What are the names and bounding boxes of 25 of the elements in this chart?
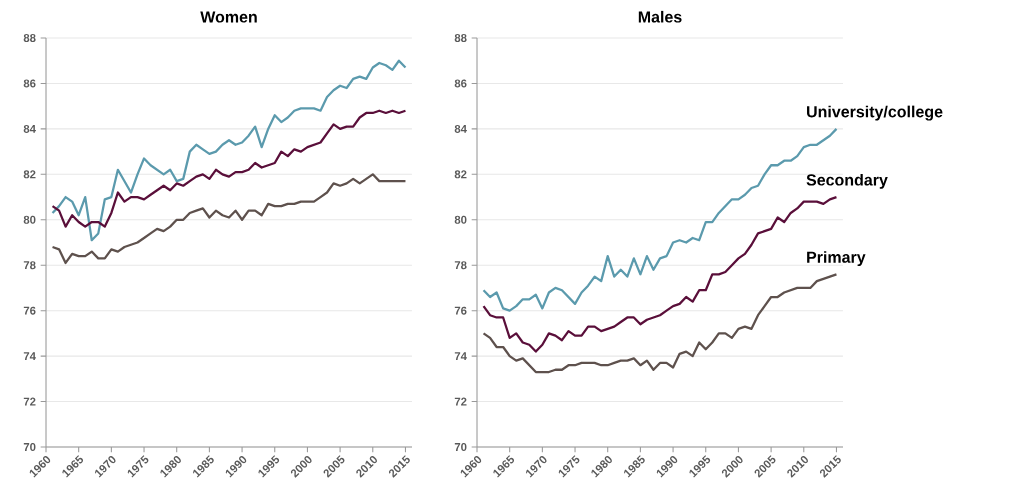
y-tick-label: 86 [23,79,36,88]
y-tick-label: 72 [454,397,467,406]
series-label: University/college [807,105,943,121]
series-label: Primary [807,251,866,267]
chart-title: Women [200,11,257,23]
y-tick-label: 82 [23,170,36,179]
y-tick-label: 84 [454,124,467,133]
y-tick-label: 76 [23,306,36,315]
y-tick-label: 80 [23,215,36,224]
y-tick-label: 70 [454,443,467,452]
y-tick-label: 78 [454,261,467,270]
series-label: Secondary [806,173,888,189]
y-tick-label: 88 [23,34,36,43]
y-tick-label: 74 [23,352,36,361]
y-tick-label: 82 [454,170,467,179]
y-tick-label: 72 [23,397,36,406]
y-tick-label: 76 [454,306,467,315]
chart-title: Males [638,10,682,23]
y-tick-label: 86 [454,79,467,88]
y-tick-label: 88 [454,34,467,43]
y-tick-label: 84 [23,124,36,133]
y-tick-label: 78 [23,261,36,270]
y-tick-label: 80 [454,215,467,224]
y-tick-label: 70 [23,443,36,452]
y-tick-label: 74 [454,352,467,361]
